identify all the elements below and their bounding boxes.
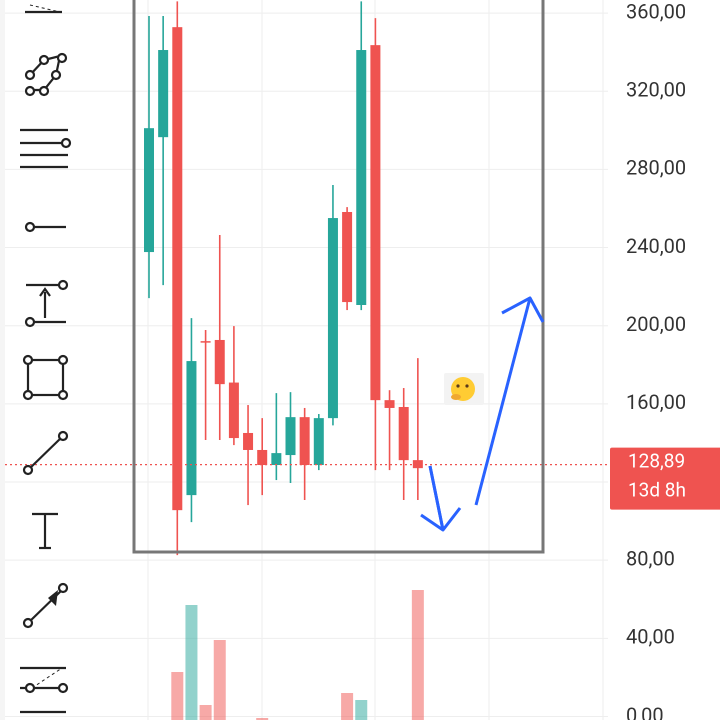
rectangle-drawing[interactable] [132,0,545,554]
volume-bar [213,640,226,720]
tool-forecast[interactable] [20,666,69,714]
candle-body [214,339,225,385]
volume-bar [199,705,212,720]
candle-body [398,406,409,461]
tool-arrow[interactable] [22,582,69,629]
tool-fib[interactable] [25,4,62,14]
y-tick-label: 0,00 [626,703,664,720]
y-tick-label: 240,00 [626,234,686,258]
candle-body [313,418,324,466]
candle-body [186,361,197,496]
candle-body [285,417,296,456]
y-tick-label: 280,00 [626,156,686,180]
y-tick-label: 360,00 [626,0,686,23]
tool-pattern[interactable] [24,52,68,97]
candle-body [228,382,239,439]
y-tick-label: 320,00 [626,78,686,102]
candle-body [356,50,367,305]
candle-body [370,45,381,401]
toolbar [0,0,72,720]
tool-text[interactable] [32,512,58,550]
y-tick-label: 200,00 [626,312,686,336]
tool-lines[interactable] [20,128,72,169]
emoji-hand [451,394,461,400]
y-tick-label: 160,00 [626,390,686,414]
arrow-up-drawing[interactable] [474,297,532,506]
tool-ray[interactable] [24,221,66,233]
candle-body [327,218,338,419]
candle-body [144,128,154,253]
volume-bar [355,700,368,720]
emoji-icon[interactable] [444,373,484,405]
price-label-bg [610,447,720,510]
countdown-label: 13d 8h [628,479,686,502]
emoji-eye [456,384,460,388]
volume-bar [256,718,269,720]
candle-body [299,417,310,466]
tool-measure[interactable] [24,279,69,328]
arrow-line [428,465,445,531]
candle-body [243,432,254,450]
volume-bar [411,590,424,720]
candle-body [172,27,183,511]
volume-bar [171,672,184,720]
candle-body [271,453,282,466]
tool-rectangle[interactable] [22,354,69,401]
toolbar-edge [0,0,5,720]
emoji-eye [465,384,469,388]
candle-body [158,50,169,138]
price-label: 128,89 [628,450,685,473]
candle-body [412,460,423,469]
arrow-head [501,296,545,323]
volume-bar [185,605,198,720]
candle-body [200,341,211,343]
y-tick-label: 40,00 [626,625,675,649]
arrow-head [420,513,444,532]
candle-body [342,211,353,303]
candle-body [257,449,268,466]
tool-trendline[interactable] [22,430,69,476]
arrow-down-drawing[interactable] [428,465,462,532]
candle-body [384,400,395,408]
volume-bar [341,693,354,720]
y-tick-label: 80,00 [626,546,675,570]
